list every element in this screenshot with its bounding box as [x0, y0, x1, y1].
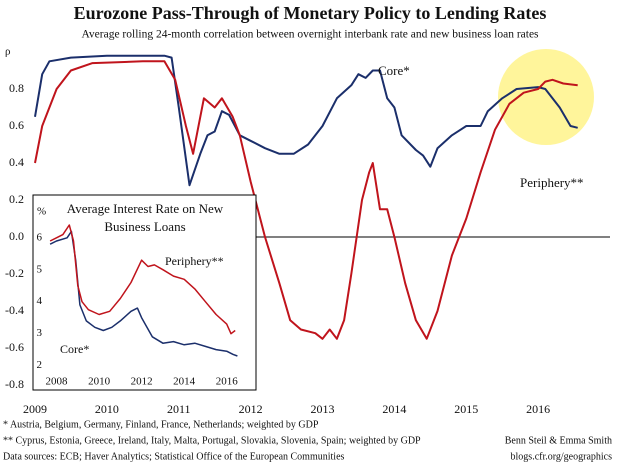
x-tick-label: 2009	[23, 402, 47, 416]
x-tick-label: 2016	[526, 402, 550, 416]
y-tick-label: 0.0	[9, 229, 24, 243]
chart-title: Eurozone Pass-Through of Monetary Policy…	[74, 3, 547, 23]
inset-title: Average Interest Rate on New	[67, 201, 224, 216]
series-line	[34, 54, 578, 187]
x-tick-label: 2016	[216, 376, 239, 388]
y-tick-label: -0.8	[5, 377, 24, 391]
y-tick-label: 4	[37, 295, 43, 307]
x-tick-label: 2012	[239, 402, 263, 416]
x-tick-label: 2014	[382, 402, 406, 416]
x-tick-label: 2010	[88, 376, 111, 388]
credit: blogs.cfr.org/geographics	[511, 451, 613, 462]
y-tick-label: 5	[37, 263, 43, 275]
y-tick-label: 0.8	[9, 81, 24, 95]
y-tick-label: 3	[37, 327, 43, 339]
credit: Benn Steil & Emma Smith	[505, 435, 612, 446]
footnote: ** Cyprus, Estonia, Greece, Ireland, Ita…	[3, 435, 421, 446]
x-tick-label: 2014	[173, 376, 196, 388]
y-tick-label: 6	[37, 231, 43, 243]
x-tick-label: 2013	[311, 402, 335, 416]
y-axis-label: ρ	[5, 46, 11, 58]
x-tick-label: 2012	[131, 376, 153, 388]
inset-title: Business Loans	[104, 219, 185, 234]
chart-subtitle: Average rolling 24-month correlation bet…	[81, 29, 539, 41]
y-tick-label: 0.6	[9, 118, 24, 132]
y-tick-label: -0.6	[5, 340, 24, 354]
series-line	[49, 224, 236, 335]
inset-y-label: %	[37, 206, 46, 218]
series-line	[34, 60, 578, 340]
y-tick-label: -0.4	[5, 303, 24, 317]
series-label: Core*	[60, 342, 89, 356]
series-label: Periphery**	[165, 254, 224, 268]
series-label: Periphery**	[520, 175, 584, 190]
y-tick-label: 0.4	[9, 155, 24, 169]
highlight-circle	[498, 49, 594, 145]
footnote: * Austria, Belgium, Germany, Finland, Fr…	[3, 419, 319, 430]
series-label: Core*	[378, 63, 410, 78]
x-tick-label: 2008	[46, 376, 69, 388]
x-tick-label: 2015	[454, 402, 478, 416]
y-tick-label: 2	[37, 359, 43, 371]
x-tick-label: 2010	[95, 402, 119, 416]
y-tick-label: -0.2	[5, 266, 24, 280]
y-tick-label: 0.2	[9, 192, 24, 206]
footnote: Data sources: ECB; Haver Analytics; Stat…	[3, 451, 345, 462]
inset-plot: 2 3 4 5 6 2008 2010 2012 2014 2016 Core* Periphery*…	[37, 224, 239, 388]
x-tick-label: 2011	[167, 402, 191, 416]
